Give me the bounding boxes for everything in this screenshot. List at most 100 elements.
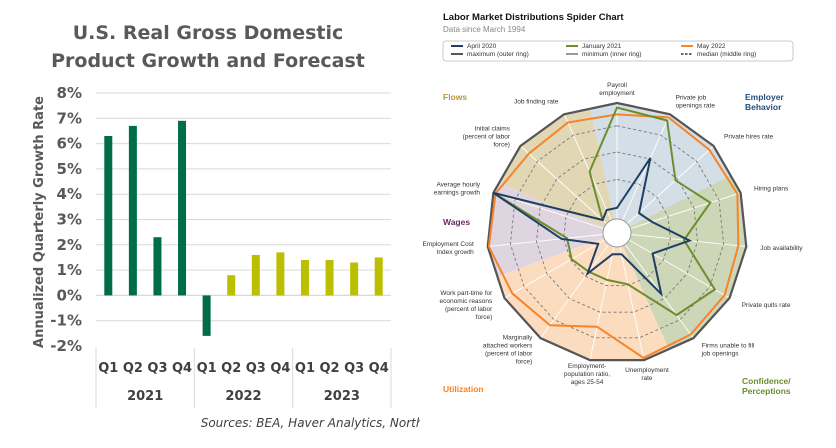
spider-title: Labor Market Distributions Spider Chart xyxy=(443,12,624,23)
spoke xyxy=(487,232,618,248)
x-tick-label: Q1 xyxy=(98,361,118,376)
spoke xyxy=(616,232,747,248)
bar xyxy=(153,237,162,296)
axis-label-line: population ratio, xyxy=(564,371,610,378)
axis-label-line: Private hires rate xyxy=(724,134,774,141)
x-tick-label: Q2 xyxy=(319,361,339,376)
y-tick-label: 3% xyxy=(57,211,82,229)
median-ring xyxy=(563,178,671,286)
axis-label-line: rate xyxy=(641,375,653,382)
bar xyxy=(251,254,260,296)
axis-label: Firms unable to fill job openings xyxy=(701,342,755,357)
chart-title-line2: Product Growth and Forecast xyxy=(51,50,365,72)
axis-label: Employment-population ratio, ages 25-54 xyxy=(564,363,610,386)
axis-label: Private hires rate xyxy=(724,134,774,141)
spoke xyxy=(616,232,694,339)
year-label: 2022 xyxy=(225,389,261,404)
x-tick-label: Q4 xyxy=(369,361,389,376)
bar xyxy=(128,125,137,296)
x-tick-label: Q3 xyxy=(344,361,364,376)
bar xyxy=(202,295,211,336)
sector-wages xyxy=(487,154,617,302)
axis-label-line: force) xyxy=(516,358,533,365)
x-tick-label: Q4 xyxy=(270,361,290,376)
x-tick-label: Q3 xyxy=(147,361,167,376)
axis-label-line: Index growth xyxy=(437,249,475,256)
axis-label: Unemployment rate xyxy=(625,367,669,382)
series-april-2020 xyxy=(492,157,693,298)
axis-label-line: Initial claims xyxy=(475,126,511,133)
spoke xyxy=(493,192,618,234)
axis-label-line: Private job xyxy=(676,94,707,101)
category-label-line: Behavior xyxy=(745,102,782,112)
category-label: Flows xyxy=(443,92,467,102)
axis-label: Private quits rate xyxy=(742,302,791,309)
y-tick-label: 0% xyxy=(57,286,82,304)
chart-title-line1: U.S. Real Gross Domestic xyxy=(73,22,344,44)
axis-label: Private job openings rate xyxy=(676,94,716,109)
x-tick-label: Q2 xyxy=(123,361,143,376)
legend-label: April 2020 xyxy=(467,43,497,50)
axis-label-line: Job finding rate xyxy=(514,98,559,105)
axis-label: Job finding rate xyxy=(514,98,559,105)
legend-label: January 2021 xyxy=(582,43,622,50)
spoke xyxy=(520,145,618,234)
axis-label-line: (percent of labor xyxy=(445,306,493,313)
median-ring xyxy=(536,151,698,313)
category-label-line: Utilization xyxy=(443,384,484,394)
series-may-2022 xyxy=(487,113,740,360)
spoke xyxy=(616,232,730,299)
axis-label-line: Employment Cost xyxy=(422,241,473,248)
spider-chart: Labor Market Distributions Spider Chart … xyxy=(422,12,803,396)
spoke xyxy=(540,232,618,339)
bar xyxy=(325,259,334,296)
gdp-bar-chart: U.S. Real Gross Domestic Product Growth … xyxy=(32,22,420,430)
x-tick-label: Q1 xyxy=(295,361,315,376)
category-label: Confidence/Perceptions xyxy=(742,376,791,396)
y-tick-label: 4% xyxy=(57,185,82,203)
axis-label: Marginally attached workers (percent of la… xyxy=(483,334,533,365)
y-tick-label: 8% xyxy=(57,84,82,102)
median-ring xyxy=(509,125,725,339)
sector-confidence xyxy=(617,142,747,361)
y-tick-label: 1% xyxy=(57,261,82,279)
axis-label-line: employment xyxy=(599,90,635,97)
y-tick-label: 7% xyxy=(57,109,82,127)
axis-label-line: attached workers xyxy=(483,342,533,349)
y-axis-label: Annualized Quarterly Growth Rate xyxy=(32,96,47,348)
axis-label: Initial claims (percent of labor force) xyxy=(463,126,511,149)
axis-label: Employment Cost Index growth xyxy=(422,241,474,256)
bar xyxy=(178,120,187,296)
axis-label-line: Hiring plans xyxy=(754,186,789,193)
bar xyxy=(227,275,236,296)
axis-label-line: job openings xyxy=(701,350,740,357)
inner-ring xyxy=(602,218,632,248)
axis-label-line: ages 25-54 xyxy=(571,379,604,386)
axis-label-line: force) xyxy=(476,314,493,321)
axis-label-line: Job availability xyxy=(760,245,803,252)
category-label-line: Wages xyxy=(443,217,470,227)
axis-label-line: economic reasons xyxy=(440,298,493,305)
bar xyxy=(276,252,285,296)
axis-label-line: force) xyxy=(493,142,510,149)
spoke xyxy=(616,192,741,234)
y-tick-label: 2% xyxy=(57,236,82,254)
spoke xyxy=(616,114,671,234)
axis-label-line: (percent of labor xyxy=(463,134,511,141)
year-label: 2021 xyxy=(127,389,163,404)
y-tick-label: 5% xyxy=(57,160,82,178)
y-tick-label: 6% xyxy=(57,135,82,153)
sector-employer xyxy=(575,103,747,233)
category-label-line: Perceptions xyxy=(742,386,791,396)
axis-label-line: Payroll xyxy=(607,82,627,89)
axis-label-line: Marginally xyxy=(503,334,533,341)
category-label: Employer Behavior xyxy=(745,92,784,112)
axis-label: Payroll employment xyxy=(599,82,635,97)
category-label-line: Employer xyxy=(745,92,784,102)
outer-ring xyxy=(486,101,748,362)
axis-label: Job availability xyxy=(760,245,803,252)
category-label-line: Confidence/ xyxy=(742,376,791,386)
axis-label: Work part-time for economic reasons (perce… xyxy=(440,290,494,321)
axis-label-line: Firms unable to fill xyxy=(702,342,755,349)
x-tick-label: Q1 xyxy=(197,361,217,376)
